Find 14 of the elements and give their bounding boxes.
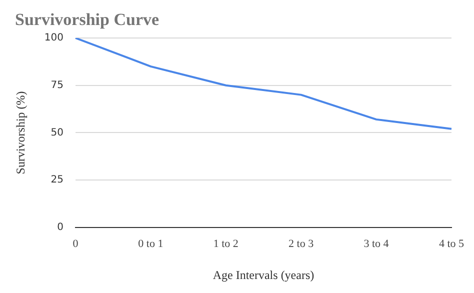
chart-title: Survivorship Curve	[15, 10, 160, 30]
x-tick-label: 1 to 2	[213, 238, 238, 250]
x-axis-title: Age Intervals (years)	[212, 268, 314, 282]
x-tick-label: 4 to 5	[438, 238, 464, 250]
x-tick-label: 0	[72, 238, 79, 250]
x-tick-label: 2 to 3	[288, 238, 314, 250]
y-axis-title: Survivorship (%)	[13, 91, 28, 174]
y-tick-label: 25	[50, 174, 64, 186]
x-tick-label: 0 to 1	[138, 238, 164, 250]
y-tick-label: 50	[50, 127, 64, 138]
x-tick-label: 3 to 4	[364, 238, 390, 250]
y-tick-label: 100	[44, 32, 64, 44]
y-tick-label: 0	[57, 222, 64, 233]
y-tick-label: 75	[50, 80, 64, 91]
